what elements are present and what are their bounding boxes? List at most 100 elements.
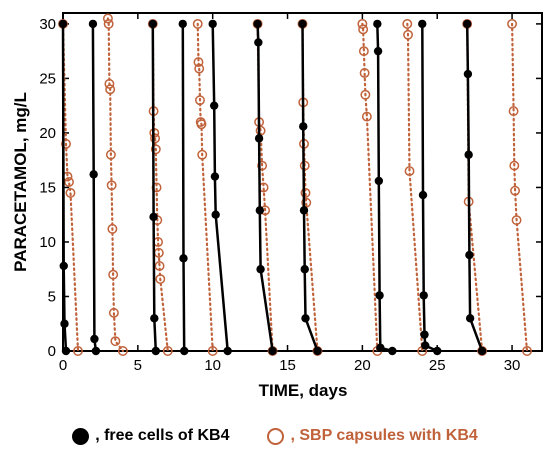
y-axis: 0 5 10 15 20 25 30 (39, 16, 542, 360)
data-point (420, 330, 429, 339)
series-layer (58, 13, 532, 356)
series-line (61, 23, 68, 352)
data-point (194, 63, 205, 74)
data-point (374, 176, 384, 186)
data-point (373, 46, 383, 56)
y-tick-label: 30 (39, 16, 56, 33)
data-point (59, 261, 68, 271)
data-point (155, 274, 166, 284)
data-point (358, 46, 369, 57)
data-point (418, 190, 428, 200)
data-point (301, 314, 310, 323)
data-point (148, 19, 158, 29)
data-point (507, 18, 518, 29)
data-point (509, 160, 520, 171)
series-line (361, 22, 379, 353)
data-point (462, 19, 472, 29)
x-tick-label: 5 (134, 357, 142, 374)
y-tick-label: 25 (39, 70, 56, 87)
data-point (211, 210, 220, 219)
data-point (300, 265, 309, 274)
data-point (90, 334, 99, 344)
data-point (207, 346, 218, 356)
x-tick-label: 0 (59, 357, 67, 374)
data-point (102, 13, 113, 24)
data-point (223, 346, 232, 356)
data-point (359, 68, 370, 78)
legend-item-sbp-capsules: , SBP capsules with KB4 (267, 427, 478, 445)
y-tick-label: 0 (48, 343, 56, 360)
series-line (301, 23, 319, 352)
series-line (61, 22, 80, 353)
data-point (361, 111, 372, 122)
data-point (61, 346, 71, 356)
data-point (402, 18, 413, 29)
data-point (255, 206, 265, 215)
data-point (179, 254, 188, 263)
x-tick-label: 20 (354, 357, 371, 374)
series-line (256, 22, 274, 353)
data-point (376, 343, 385, 352)
legend: , free cells of KB4 , SBP capsules with … (0, 420, 550, 452)
series-free-cells (58, 19, 487, 356)
data-point (110, 336, 121, 347)
series-line (196, 22, 214, 353)
data-point (89, 170, 98, 179)
y-tick-label: 20 (39, 125, 56, 142)
legend-label-sbp-capsules: , SBP capsules with KB4 (290, 427, 478, 444)
data-point (150, 133, 161, 144)
data-point (105, 84, 116, 95)
data-point (117, 346, 128, 356)
data-point (421, 341, 430, 350)
data-point (193, 57, 204, 68)
data-point (154, 261, 165, 271)
data-point (388, 346, 397, 356)
data-point (511, 215, 522, 226)
data-point (313, 346, 322, 356)
series-line (510, 22, 529, 353)
data-point (403, 29, 413, 40)
data-point (195, 95, 205, 106)
data-point (88, 19, 98, 29)
data-point (208, 19, 217, 29)
data-point (404, 166, 415, 177)
data-point (257, 160, 268, 171)
filled-circle-icon (72, 427, 90, 445)
data-point (357, 18, 368, 29)
data-point (253, 19, 262, 29)
data-point (178, 19, 187, 29)
data-point (58, 19, 68, 29)
data-point (373, 19, 382, 29)
series-line (406, 22, 424, 353)
series-line (91, 23, 98, 352)
series-line (181, 23, 186, 352)
data-point (105, 149, 116, 160)
open-circle-icon (267, 427, 285, 445)
data-point (108, 307, 119, 318)
data-point (150, 144, 161, 155)
series-line (465, 23, 484, 352)
y-tick-label: 10 (39, 234, 56, 251)
legend-label-free-cells: , free cells of KB4 (95, 427, 230, 444)
x-tick-label: 30 (504, 357, 521, 374)
data-point (91, 346, 101, 356)
data-point (465, 250, 474, 260)
data-point (107, 223, 118, 234)
data-point (192, 18, 203, 29)
data-point (358, 24, 369, 35)
data-point (510, 185, 521, 196)
legend-item-free-cells: , free cells of KB4 (72, 427, 229, 445)
data-point (65, 187, 76, 198)
data-point (104, 78, 115, 89)
data-point (433, 346, 442, 356)
series-line (106, 17, 125, 353)
data-point (508, 106, 519, 117)
series-line (151, 23, 158, 352)
x-axis: 0 5 10 15 20 25 30 (59, 13, 521, 374)
data-point (210, 172, 220, 181)
data-point (151, 346, 161, 356)
data-point (418, 19, 427, 29)
data-point (268, 346, 277, 356)
data-point (464, 150, 473, 159)
paracetamol-chart: 0 5 10 15 20 25 30 0 5 10 15 20 25 30 TIME, days PAR… (11, 12, 543, 400)
